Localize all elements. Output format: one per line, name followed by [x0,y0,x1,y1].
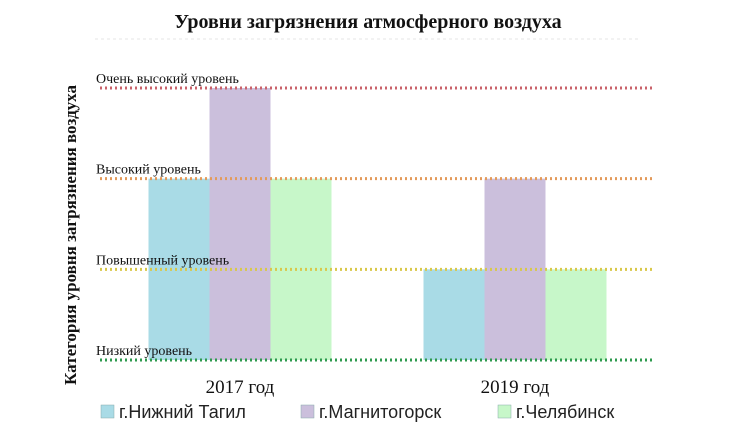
legend-label-2: г.Челябинск [516,402,614,422]
bars-group [148,88,607,360]
level-label-1: Повышенный уровень [96,253,229,268]
bar-2-1 [423,269,485,360]
legend: г.Нижний Тагил г.Магнитогорск г.Челябинск [100,402,614,422]
legend-swatch-2 [497,404,512,419]
chart-title: Уровни загрязнения атмосферного воздуха [174,11,561,33]
categories-group: 2017 год 2019 год [206,377,550,398]
category-label-0: 2017 год [206,377,275,398]
bar-1-2 [209,88,271,360]
legend-swatch-1 [300,404,315,419]
bar-2-3 [545,269,607,360]
y-axis-label: Категория уровня загрязнения воздуха [61,85,80,385]
legend-swatch-0 [100,404,115,419]
bar-1-1 [148,178,210,360]
levels-group: Низкий уровень Повышенный уровень Высокий … [96,72,655,362]
level-label-2: Высокий уровень [96,163,201,178]
category-label-1: 2019 год [481,377,550,398]
legend-label-1: г.Магнитогорск [319,402,441,422]
level-label-3: Очень высокий уровень [96,72,239,87]
level-label-0: Низкий уровень [96,344,192,359]
legend-label-0: г.Нижний Тагил [119,402,246,422]
